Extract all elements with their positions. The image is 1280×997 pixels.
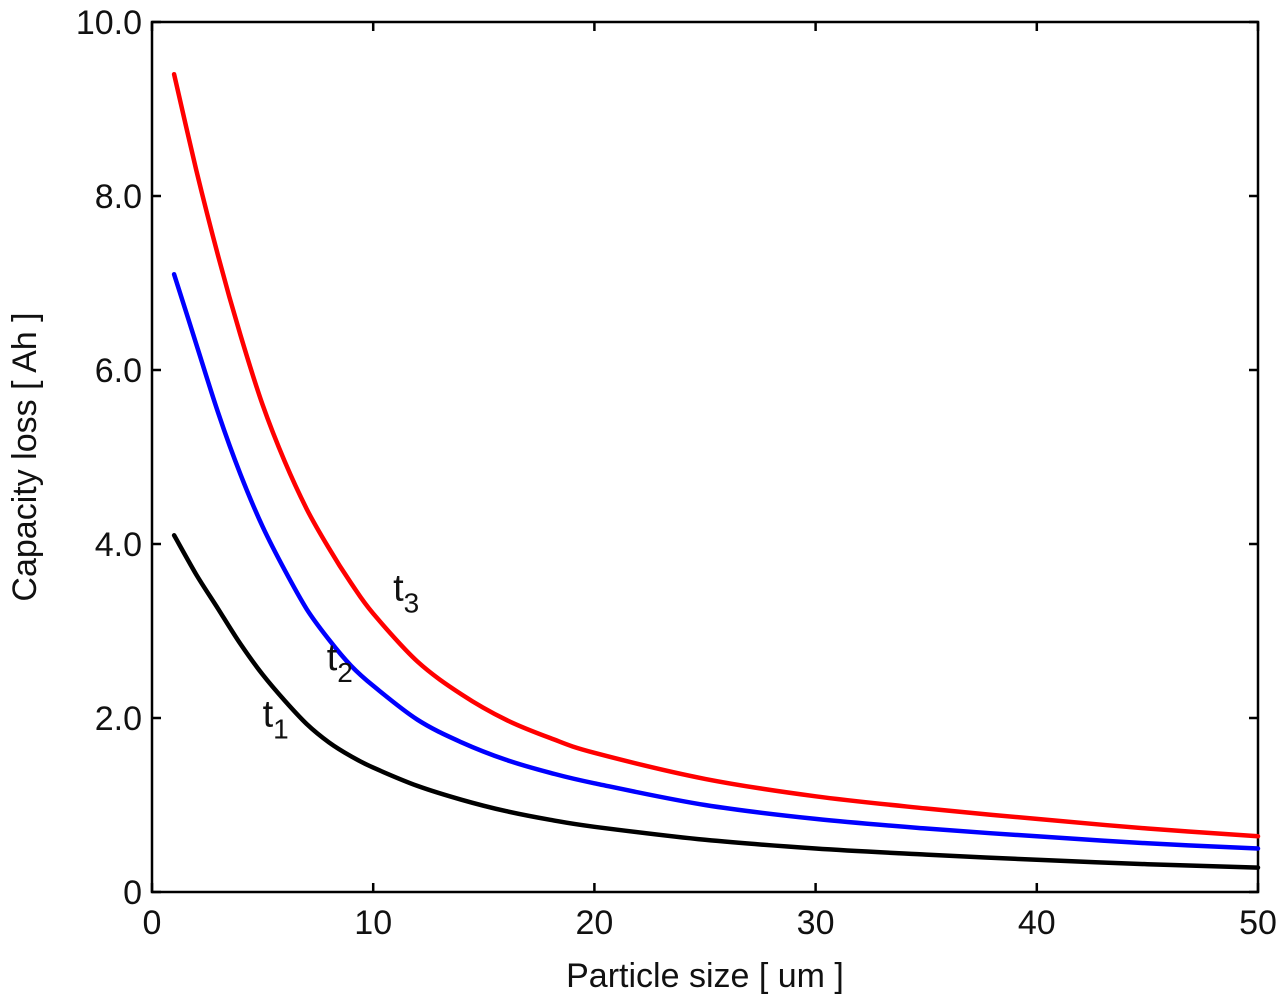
- curve-label-main: t: [327, 637, 338, 679]
- y-tick-label: 0: [123, 874, 142, 912]
- x-tick-labels: 0 10 20 30 40 50: [143, 904, 1277, 942]
- x-tick-label: 40: [1018, 904, 1056, 942]
- y-tick-label: 4.0: [95, 526, 142, 564]
- y-tick-label: 2.0: [95, 700, 142, 738]
- x-tick-label: 50: [1239, 904, 1277, 942]
- y-tick-label: 6.0: [95, 352, 142, 390]
- x-tick-label: 30: [797, 904, 835, 942]
- series-line-2: [171, 272, 1261, 851]
- y-tick-label: 10.0: [76, 4, 142, 42]
- x-axis-label: Particle size [ um ]: [566, 957, 844, 995]
- curve-label-subscript: 2: [337, 657, 353, 688]
- curve-label-3: t3: [393, 568, 419, 619]
- x-tick-label: 10: [354, 904, 392, 942]
- y-tick-label: 8.0: [95, 178, 142, 216]
- curve-label-subscript: 3: [404, 588, 420, 619]
- curve-label-2: t2: [327, 637, 353, 688]
- plot-frame: [150, 20, 1260, 894]
- curve-label-main: t: [263, 694, 274, 736]
- y-axis-label: Capacity loss [ Ah ]: [6, 312, 44, 601]
- x-tick-label: 20: [575, 904, 613, 942]
- curve-label-main: t: [393, 568, 404, 610]
- axis-ticks: [150, 20, 1260, 894]
- curve-label-1: t1: [263, 694, 289, 745]
- curve-label-subscript: 1: [273, 714, 289, 745]
- series-line-1: [171, 533, 1261, 870]
- y-tick-labels: 0 2.0 4.0 6.0 8.0 10.0: [76, 4, 142, 912]
- series-lines: [171, 71, 1261, 870]
- series-line-3: [171, 71, 1261, 839]
- x-tick-label: 0: [143, 904, 162, 942]
